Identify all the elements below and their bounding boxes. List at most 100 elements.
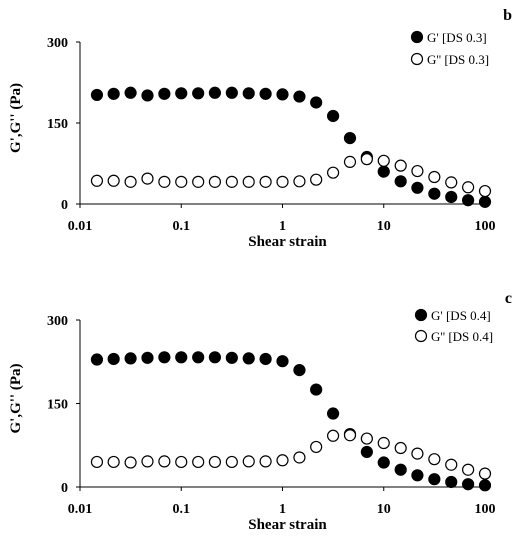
panel-b-gdoubleprime-point xyxy=(124,175,137,188)
panel-c-panel-letter: c xyxy=(505,290,512,307)
panel-c-x-tick-label: 100 xyxy=(475,502,496,517)
panel-b-y-tick-label: 0 xyxy=(61,198,68,213)
panel-c-y-axis-title: G',G'' (Pa) xyxy=(8,364,24,434)
panel-b-gprime-point xyxy=(326,109,340,123)
panel-c-x-axis-title: Shear strain xyxy=(248,517,327,533)
panel-b-gprime-point xyxy=(445,190,458,204)
panel-c-gprime-point xyxy=(462,478,475,491)
panel-b-legend-marker-2 xyxy=(410,52,424,66)
panel-b-gprime-point xyxy=(107,87,120,100)
panel-c-gdoubleprime-point xyxy=(310,440,323,454)
panel-c-legend-marker-2 xyxy=(414,329,428,343)
panel-c-gprime-point xyxy=(293,364,306,377)
panel-c-gprime-point xyxy=(192,351,205,364)
panel-c-gprime-point xyxy=(445,475,458,489)
panel-b-gdoubleprime-point xyxy=(462,181,475,194)
panel-b-gprime-point xyxy=(462,194,475,207)
panel-b-gprime-point xyxy=(259,87,272,100)
panel-c-y-tick-label: 150 xyxy=(47,398,68,413)
panel-b-legend-label-2: G'' [DS 0.3] xyxy=(427,52,489,67)
panel-b-gdoubleprime-point xyxy=(141,172,154,185)
panel-c-gdoubleprime-point xyxy=(124,456,137,469)
panel-b-x-tick-label: 10 xyxy=(377,219,391,234)
panel-b-gdoubleprime-point xyxy=(445,176,458,189)
panel-c-gdoubleprime-point xyxy=(225,455,238,469)
panel-c-gprime-point xyxy=(411,469,424,482)
panel-c-gdoubleprime-point xyxy=(394,441,407,455)
panel-c-gdoubleprime-point xyxy=(360,432,373,445)
panel-b-gdoubleprime-point xyxy=(158,175,171,188)
panel-b-gprime-point xyxy=(225,86,238,99)
panel-c-gdoubleprime-point xyxy=(208,455,222,469)
panel-c-gprime-point xyxy=(394,463,407,476)
panel-c-gdoubleprime-point xyxy=(478,467,492,480)
panel-b-legend-label-1: G' [DS 0.3] xyxy=(427,30,487,45)
panel-c-y-tick-label: 0 xyxy=(61,481,68,496)
panel-c-legend-label-2: G'' [DS 0.4] xyxy=(431,329,493,344)
panel-b-gdoubleprime-point xyxy=(343,155,357,168)
panel-b-x-tick-label: 1 xyxy=(279,219,286,234)
panel-b-gprime-point xyxy=(411,181,424,194)
panel-c-gdoubleprime-point xyxy=(445,458,458,471)
panel-b-gprime-point xyxy=(124,86,137,99)
panel-b-gprime-point xyxy=(394,175,407,188)
panel-b-gdoubleprime-point xyxy=(377,154,390,167)
panel-c-gprime-point xyxy=(360,445,373,459)
panel-c-x-tick-label: 1 xyxy=(279,502,286,517)
panel-c-gdoubleprime-point xyxy=(192,455,205,469)
panel-b-y-tick-label: 300 xyxy=(47,36,68,51)
panel-b-gdoubleprime-point xyxy=(208,175,222,188)
panel-b-x-tick-label: 0.1 xyxy=(173,219,191,234)
panel-c-gdoubleprime-point xyxy=(158,455,171,468)
panel-b-gdoubleprime-point xyxy=(192,175,205,188)
panel-b-gdoubleprime-point xyxy=(276,175,289,188)
panel-c-gprime-point xyxy=(478,479,492,492)
panel-c-gdoubleprime-point xyxy=(343,429,357,442)
panel-c-gprime-point xyxy=(276,355,289,368)
panel-b-gprime-point xyxy=(192,87,205,100)
panel-b-gdoubleprime-point xyxy=(478,184,492,198)
panel-b-gdoubleprime-point xyxy=(428,170,441,184)
panel-c-gprime-point xyxy=(107,352,120,366)
panel-b-gprime-point xyxy=(242,87,255,100)
panel-b-gprime-point xyxy=(343,132,357,145)
panel-b-gdoubleprime-point xyxy=(411,164,424,178)
panel-b-gdoubleprime-point xyxy=(293,175,306,188)
panel-b-gprime-point xyxy=(141,89,154,102)
panel-c-legend-label-1: G' [DS 0.4] xyxy=(431,308,491,323)
panel-c-x-tick-label: 0.1 xyxy=(173,502,191,517)
panel-b-y-tick-label: 150 xyxy=(47,117,68,132)
panel-b-gprime-point xyxy=(310,96,323,109)
panel-c-gdoubleprime-point xyxy=(428,453,441,466)
panel-b-gprime-point xyxy=(276,88,289,101)
panel-c-gprime-point xyxy=(242,352,255,365)
panel-b-gprime-point xyxy=(158,87,171,100)
panel-c-gprime-point xyxy=(90,353,104,366)
panel-c-gdoubleprime-point xyxy=(141,455,154,468)
panel-b-gprime-point xyxy=(208,86,222,99)
panel-c-gdoubleprime-point xyxy=(259,455,272,468)
panel-b-gprime-point xyxy=(428,187,441,200)
panel-c-gprime-point xyxy=(208,351,222,364)
panel-c-gprime-point xyxy=(377,456,390,469)
panel-b-gdoubleprime-point xyxy=(107,174,120,187)
panel-b-gdoubleprime-point xyxy=(242,175,255,188)
panel-b-y-axis-title: G',G'' (Pa) xyxy=(8,83,24,153)
panel-b-gprime-point xyxy=(175,87,188,100)
panel-c-gdoubleprime-point xyxy=(462,463,475,476)
panel-c-gdoubleprime-point xyxy=(276,454,289,467)
panel-c-gprime-point xyxy=(259,352,272,366)
panel-c-x-tick-label: 0.01 xyxy=(68,502,93,517)
panel-c-gdoubleprime-point xyxy=(107,455,120,469)
panel-c-gprime-point xyxy=(326,407,340,420)
panel-b-gdoubleprime-point xyxy=(394,159,407,172)
panel-b-x-axis-title: Shear strain xyxy=(248,234,327,250)
panel-b-gprime-point xyxy=(90,88,104,102)
panel-b-gdoubleprime-point xyxy=(326,166,340,179)
panel-c-gdoubleprime-point xyxy=(242,455,255,468)
panel-c-gdoubleprime-point xyxy=(90,455,104,469)
panel-c-gdoubleprime-point xyxy=(377,436,390,450)
panel-c-x-tick-label: 10 xyxy=(377,502,391,517)
panel-b-gdoubleprime-point xyxy=(310,173,323,186)
